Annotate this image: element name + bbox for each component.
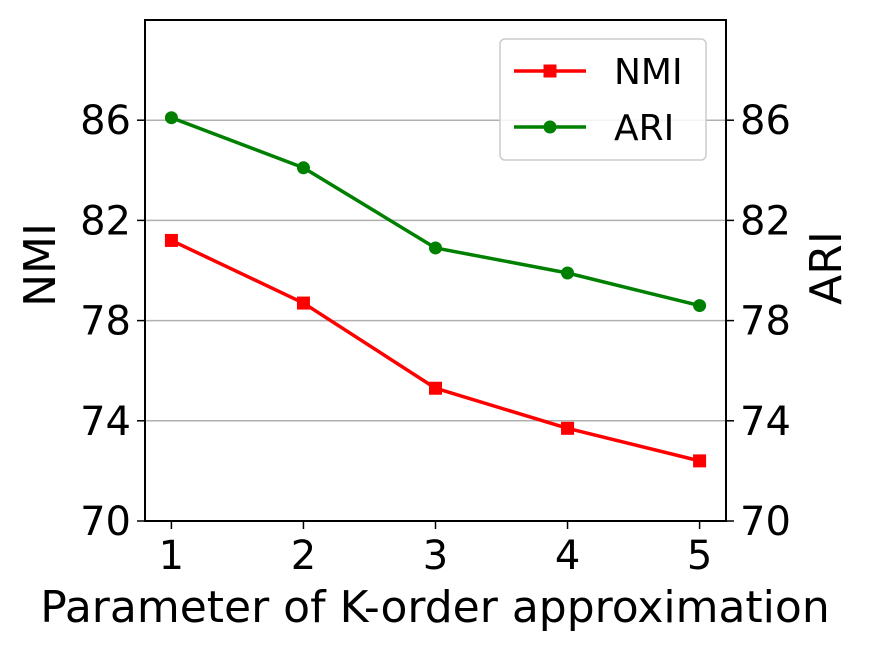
data-point-nmi [561, 421, 575, 435]
x-tick-label: 2 [291, 533, 316, 579]
data-point-ari [164, 111, 178, 125]
right-y-tick-label: 78 [740, 299, 791, 345]
legend-marker-nmi [543, 64, 557, 78]
data-point-nmi [164, 233, 178, 247]
right-y-axis: 70 74 78 82 86 [726, 98, 791, 545]
x-axis-label: Parameter of K-order approximation [40, 582, 829, 633]
right-y-tick-label: 82 [740, 198, 791, 244]
left-y-tick-label: 70 [80, 499, 131, 545]
right-y-axis-label: ARI [801, 231, 852, 305]
data-point-ari [693, 299, 707, 313]
grid-lines [145, 119, 726, 522]
series-nmi [164, 233, 707, 468]
series-line-nmi [170, 238, 701, 463]
legend-marker-ari [543, 120, 557, 134]
data-point-ari [296, 161, 310, 175]
legend-label-nmi: NMI [614, 52, 683, 93]
legend-item-nmi: NMI [514, 52, 683, 93]
data-point-nmi [296, 296, 310, 310]
left-y-tick-label: 82 [80, 198, 131, 244]
data-point-nmi [429, 381, 442, 395]
right-y-tick-label: 70 [740, 499, 791, 545]
x-tick-label: 1 [159, 533, 184, 579]
series-ari [164, 111, 707, 313]
data-point-nmi [693, 454, 707, 468]
left-y-axis-label: NMI [15, 223, 66, 307]
left-y-tick-label: 78 [80, 299, 131, 345]
x-tick-label: 3 [423, 533, 448, 579]
left-y-tick-label: 86 [80, 98, 131, 144]
right-y-tick-label: 86 [740, 98, 791, 144]
series-layer [164, 111, 707, 468]
legend: NMI ARI [499, 38, 707, 161]
x-tick-label: 4 [555, 533, 580, 579]
left-y-axis: 70 74 78 82 86 [80, 98, 145, 545]
legend-label-ari: ARI [614, 108, 674, 149]
x-axis: 1 2 3 4 5 [159, 521, 712, 579]
left-y-tick-label: 74 [80, 399, 131, 445]
data-point-ari [429, 241, 442, 255]
x-tick-label: 5 [687, 533, 712, 579]
right-y-tick-label: 74 [740, 399, 791, 445]
data-point-ari [561, 266, 575, 280]
legend-item-ari: ARI [514, 108, 674, 149]
